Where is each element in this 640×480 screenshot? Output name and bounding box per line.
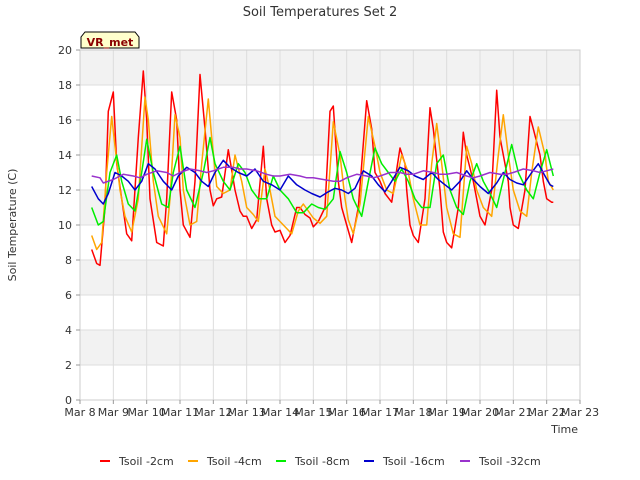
- legend-label: Tsoil -32cm: [478, 455, 541, 468]
- series-line-tsoil-8cm: [90, 136, 555, 226]
- series-line-tsoil-2cm: [90, 70, 554, 267]
- x-tick-label: Mar 20: [461, 406, 499, 419]
- legend-label: Tsoil -2cm: [118, 455, 174, 468]
- y-tick-label: 10: [58, 219, 72, 232]
- y-tick-label: 8: [65, 254, 72, 267]
- x-tick-label: Mar 16: [328, 406, 366, 419]
- chart-title: Soil Temperatures Set 2: [243, 5, 398, 20]
- plot-background-bands: [80, 50, 580, 365]
- x-axis-label: Time: [550, 423, 578, 436]
- annotation-label: VR_met: [87, 36, 134, 49]
- y-tick-label: 12: [58, 184, 72, 197]
- y-tick-label: 18: [58, 79, 72, 92]
- series-lines: [90, 70, 555, 267]
- annotation-box: VR_met: [80, 31, 140, 49]
- y-tick-label: 0: [65, 394, 72, 407]
- y-axis-label: Soil Temperature (C): [6, 169, 19, 282]
- x-tick-label: Mar 10: [128, 406, 166, 419]
- legend-label: Tsoil -16cm: [382, 455, 445, 468]
- x-tick-label: Mar 9: [98, 406, 129, 419]
- x-tick-label: Mar 11: [161, 406, 199, 419]
- x-tick-label: Mar 19: [428, 406, 466, 419]
- y-axis-ticks: 0 2 4 6 8 10 12 14 16 18 20: [58, 44, 80, 407]
- x-tick-label: Mar 13: [228, 406, 266, 419]
- legend-label: Tsoil -4cm: [206, 455, 262, 468]
- y-tick-label: 16: [58, 114, 72, 127]
- x-tick-label: Mar 8: [64, 406, 95, 419]
- background-band: [80, 330, 580, 365]
- x-tick-label: Mar 21: [494, 406, 532, 419]
- series-line-tsoil-32cm: [91, 166, 554, 184]
- x-tick-label: Mar 12: [194, 406, 232, 419]
- x-tick-label: Mar 14: [261, 406, 299, 419]
- x-tick-label: Mar 23: [561, 406, 599, 419]
- x-tick-label: Mar 22: [528, 406, 566, 419]
- background-band: [80, 50, 580, 85]
- y-tick-label: 14: [58, 149, 72, 162]
- y-tick-label: 4: [65, 324, 72, 337]
- x-tick-label: Mar 15: [294, 406, 332, 419]
- background-band: [80, 120, 580, 155]
- legend: Tsoil -2cm Tsoil -4cm Tsoil -8cm Tsoil -16c…: [100, 455, 541, 468]
- x-tick-label: Mar 17: [361, 406, 399, 419]
- annotation-box-shape: [80, 31, 140, 49]
- background-band: [80, 260, 580, 295]
- x-tick-label: Mar 18: [394, 406, 432, 419]
- y-tick-label: 2: [65, 359, 72, 372]
- series-line-tsoil-16cm: [91, 159, 554, 205]
- y-tick-label: 6: [65, 289, 72, 302]
- y-tick-label: 20: [58, 44, 72, 57]
- legend-label: Tsoil -8cm: [294, 455, 350, 468]
